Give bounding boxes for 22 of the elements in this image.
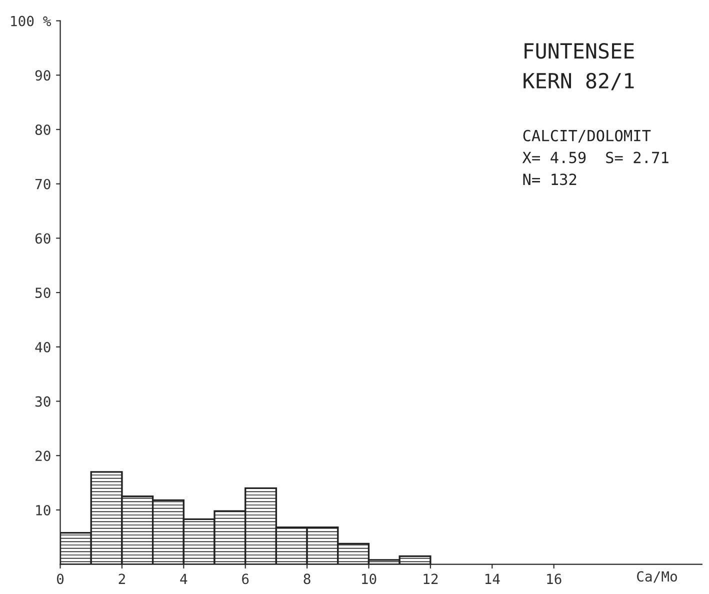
x-tick-label: 14 bbox=[485, 574, 500, 584]
y-tick-label: 50 bbox=[35, 288, 50, 298]
y-tick-label: 60 bbox=[35, 233, 50, 244]
x-tick-label: 12 bbox=[424, 574, 438, 584]
y-tick-label: 70 bbox=[35, 178, 50, 190]
y-tick-label: 90 bbox=[35, 70, 50, 81]
y-tick-label: 80 bbox=[35, 124, 50, 136]
x-tick-label: 6 bbox=[242, 574, 249, 584]
x-tick-label: 2 bbox=[118, 574, 125, 584]
x-tick-label: 10 bbox=[362, 574, 376, 584]
y-tick-label: 10 bbox=[36, 504, 50, 516]
x-axis-title: Ca/Mo bbox=[637, 571, 677, 583]
y-tick-label: 40 bbox=[35, 342, 50, 352]
y-tick-label: 20 bbox=[36, 450, 50, 462]
x-tick-label: 8 bbox=[304, 574, 310, 584]
x-tick-label: 4 bbox=[180, 574, 188, 584]
annotation: CALCIT/DOLOMIT X= 4.59 S= 2.71 N= 132 bbox=[522, 130, 668, 186]
y-tick-label: 100 % bbox=[11, 16, 52, 26]
annotation: FUNTENSEE KERN 82/1 bbox=[524, 43, 634, 90]
x-tick-label: 16 bbox=[547, 574, 562, 584]
y-tick-label: 30 bbox=[35, 396, 50, 407]
x-tick-label: 0 bbox=[56, 574, 64, 584]
